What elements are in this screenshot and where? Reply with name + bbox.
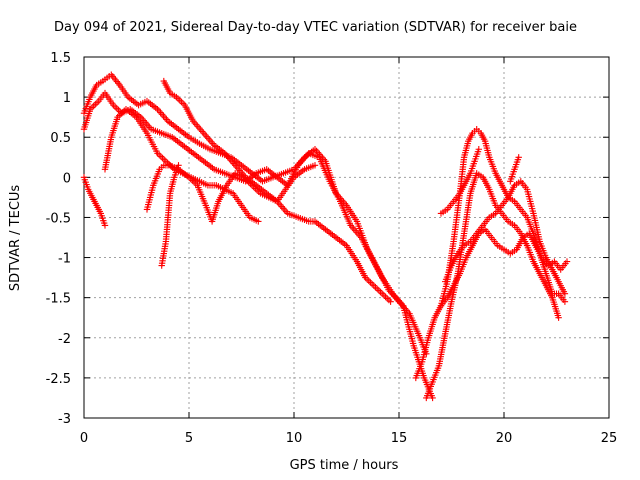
data-point-fill [382, 293, 389, 301]
y-tick-label: 0 [63, 171, 71, 186]
data-point-fill [375, 287, 383, 294]
data-point-fill [368, 280, 376, 288]
y-tick-label: 0.5 [50, 131, 71, 146]
data-point-fill [373, 285, 381, 293]
data-points [80, 71, 571, 402]
series-arc-3 [160, 77, 394, 305]
data-point-fill [372, 284, 379, 291]
series-arc-2 [80, 89, 436, 402]
data-point-fill [113, 105, 120, 112]
data-point [101, 222, 109, 229]
data-point-fill [90, 102, 97, 110]
data-point [175, 162, 182, 169]
data-point [429, 394, 436, 402]
data-point [515, 154, 522, 161]
data-point-fill [178, 98, 185, 106]
y-tick-label: -1 [58, 252, 71, 267]
data-point-fill [161, 156, 168, 163]
y-axis-label: SDTVAR / TECUs [8, 185, 23, 292]
data-point-fill [157, 153, 165, 160]
data-point-fill [155, 151, 163, 159]
data-point-fill [367, 279, 374, 286]
y-tick-label: 1 [63, 91, 71, 106]
chart-title: Day 094 of 2021, Sidereal Day-to-day VTE… [54, 20, 577, 35]
y-tick-label: -0.5 [46, 211, 71, 226]
x-tick-label: 5 [185, 431, 193, 446]
data-point [379, 290, 386, 297]
axis-ticks: 0 5 10 15 20 25 -3 -2.5 -2 -1.5 -1 -0.5 0 0.5 1 1.5 [46, 51, 618, 446]
x-tick-label: 15 [391, 431, 408, 446]
data-point [561, 298, 569, 305]
series-arc-13 [507, 154, 522, 185]
data-point-fill [174, 95, 182, 102]
x-tick-label: 25 [601, 431, 618, 446]
x-tick-label: 10 [286, 431, 303, 446]
y-tick-label: -2.5 [46, 372, 71, 387]
data-point-fill [365, 277, 372, 285]
data-point [255, 218, 262, 225]
y-tick-label: -3 [58, 412, 71, 427]
data-point-fill [92, 101, 99, 108]
data-point-fill [111, 103, 119, 110]
grid-lines [84, 57, 609, 418]
series-arc-11 [437, 226, 571, 309]
x-tick-label: 0 [80, 431, 88, 446]
data-point [387, 298, 394, 305]
series-arc-12 [437, 146, 482, 217]
series-arc-7 [158, 162, 182, 269]
x-axis-label: GPS time / hours [290, 458, 399, 473]
data-point [555, 314, 562, 321]
series-arc-6 [80, 174, 109, 229]
data-point-fill [176, 97, 183, 104]
y-tick-label: -2 [58, 332, 71, 347]
data-point-fill [93, 99, 101, 106]
y-tick-label: -1.5 [46, 292, 71, 307]
x-tick-label: 20 [496, 431, 513, 446]
data-point [561, 290, 569, 297]
plot-frame [83, 56, 610, 419]
series-arc-10 [442, 178, 569, 297]
data-point-fill [380, 292, 388, 299]
data-point-fill [377, 288, 384, 296]
data-point [311, 162, 319, 169]
y-tick-label: 1.5 [50, 51, 71, 66]
data-point [370, 282, 377, 289]
data-point [475, 146, 482, 153]
series-arc-9 [423, 170, 562, 402]
data-point-fill [384, 295, 391, 302]
data-point-fill [385, 296, 393, 304]
data-point [563, 258, 571, 265]
data-point-fill [159, 154, 166, 162]
